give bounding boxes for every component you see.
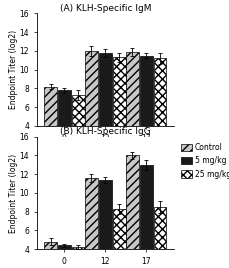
- Bar: [44, 242, 57, 249]
- Bar: [154, 207, 166, 249]
- Bar: [126, 155, 139, 249]
- Bar: [126, 52, 139, 126]
- Bar: [140, 56, 153, 126]
- Legend: Control, 5 mg/kg, 25 mg/kg: Control, 5 mg/kg, 25 mg/kg: [180, 142, 229, 179]
- Bar: [113, 209, 125, 249]
- Y-axis label: Endpoint Titer (log2): Endpoint Titer (log2): [9, 30, 18, 109]
- Bar: [85, 178, 98, 249]
- Title: (A) KLH-Specific IgM: (A) KLH-Specific IgM: [60, 4, 151, 13]
- Bar: [44, 87, 57, 126]
- Bar: [154, 58, 166, 126]
- Y-axis label: Endpoint Titer (log2): Endpoint Titer (log2): [9, 153, 18, 233]
- Title: (B) KLH-Specific IgG: (B) KLH-Specific IgG: [60, 127, 151, 136]
- Bar: [99, 180, 112, 249]
- Bar: [113, 58, 125, 126]
- Bar: [72, 247, 85, 249]
- Bar: [85, 51, 98, 126]
- Bar: [140, 165, 153, 249]
- Bar: [99, 53, 112, 126]
- Bar: [72, 95, 85, 126]
- Bar: [58, 245, 71, 249]
- Bar: [58, 90, 71, 126]
